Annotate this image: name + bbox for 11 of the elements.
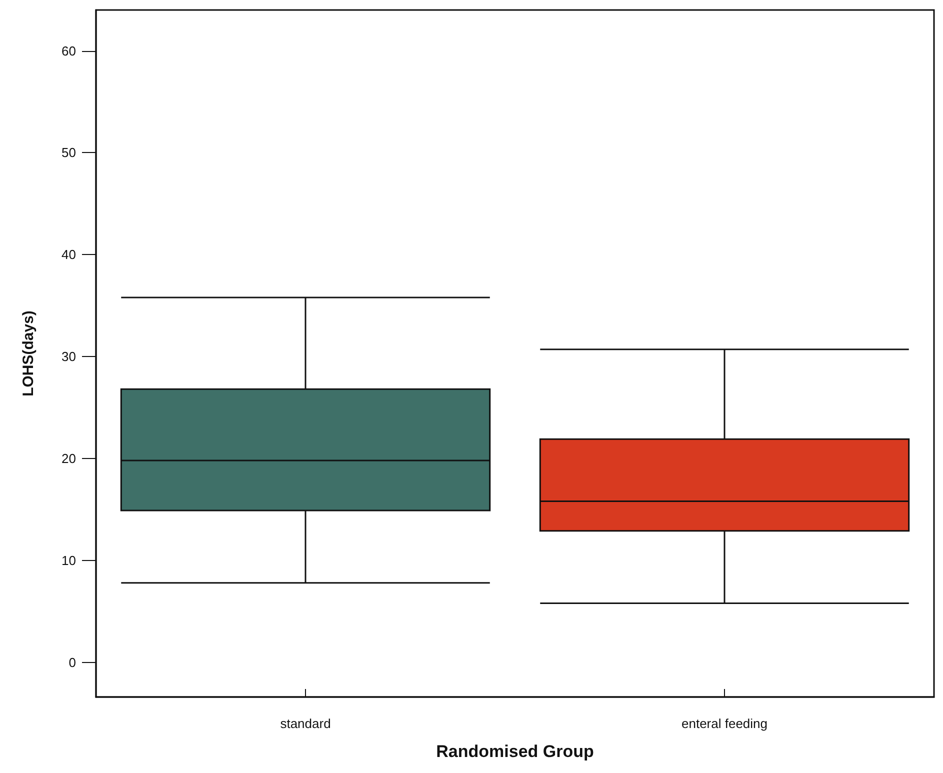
y-tick-label: 0 <box>68 654 76 670</box>
y-tick-label: 60 <box>62 43 76 58</box>
y-axis-title: LOHS(days) <box>20 310 37 396</box>
y-tick-label: 20 <box>62 450 76 466</box>
x-tick-label: enteral feeding <box>681 716 768 731</box>
x-tick-label: standard <box>280 716 331 731</box>
y-tick-label: 30 <box>62 349 76 364</box>
y-tick-label: 40 <box>62 247 76 262</box>
y-tick-label: 50 <box>62 145 76 160</box>
y-tick-label: 10 <box>62 552 76 568</box>
x-axis-title: Randomised Group <box>436 742 594 761</box>
